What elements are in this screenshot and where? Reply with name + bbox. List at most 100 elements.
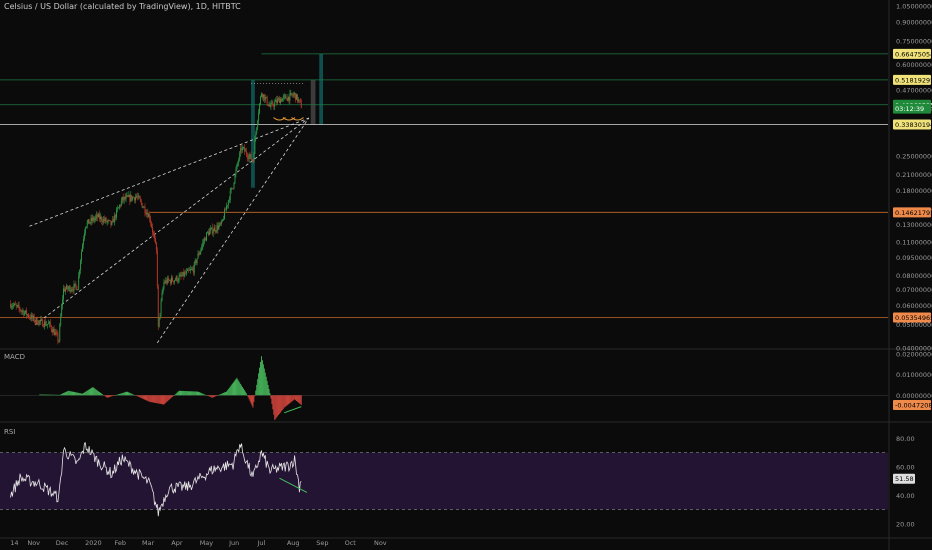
macd-bar xyxy=(234,380,236,396)
candle xyxy=(77,289,79,291)
macd-bar xyxy=(207,395,209,397)
macd-bar xyxy=(67,390,69,396)
price-badge xyxy=(893,312,931,323)
candle xyxy=(28,314,29,317)
macd-bar xyxy=(276,395,278,418)
macd-bar xyxy=(98,391,100,396)
macd-bar xyxy=(101,394,103,396)
candle xyxy=(277,99,279,103)
macd-bar xyxy=(263,368,265,396)
candle xyxy=(95,216,97,219)
candle xyxy=(82,239,84,245)
rsi-tick-label: 60.00 xyxy=(896,463,915,471)
macd-bar xyxy=(117,394,118,396)
candle xyxy=(161,292,163,301)
teal-box xyxy=(319,53,324,125)
candle xyxy=(244,150,246,152)
macd-bar xyxy=(281,395,283,411)
macd-bar xyxy=(47,394,48,396)
price-tick-label: 0.09500000 xyxy=(896,254,932,262)
macd-bar xyxy=(92,387,94,396)
macd-bar xyxy=(197,391,199,396)
price-badge xyxy=(893,207,931,218)
candle xyxy=(243,147,245,152)
candle xyxy=(12,305,14,307)
macd-bar xyxy=(171,395,172,398)
candle xyxy=(97,214,99,218)
candle xyxy=(112,218,114,222)
candle xyxy=(29,316,30,318)
macd-bar xyxy=(155,395,157,404)
macd-bar xyxy=(81,393,82,396)
macd-bar xyxy=(259,367,261,396)
candle xyxy=(288,96,290,101)
candle xyxy=(118,207,119,209)
candle xyxy=(159,313,161,318)
candle xyxy=(90,217,92,223)
macd-bar xyxy=(148,395,150,402)
macd-bar xyxy=(128,392,130,396)
macd-bar xyxy=(154,395,155,403)
macd-bar xyxy=(88,389,90,396)
macd-bar xyxy=(134,395,136,396)
candle xyxy=(279,99,281,104)
candle xyxy=(36,318,38,325)
candle xyxy=(119,205,121,206)
macd-bar xyxy=(156,395,158,404)
candle xyxy=(165,280,167,283)
candle xyxy=(164,281,166,283)
price-badge xyxy=(893,103,931,114)
macd-bar xyxy=(213,395,215,397)
candle xyxy=(35,318,37,322)
macd-bar xyxy=(245,393,247,396)
candle xyxy=(199,252,201,255)
candle xyxy=(37,324,39,326)
candle xyxy=(117,208,118,210)
macd-bar xyxy=(42,394,44,396)
macd-bar xyxy=(70,391,72,396)
candle xyxy=(64,289,66,292)
macd-bar xyxy=(111,395,113,397)
macd-bar xyxy=(216,395,218,396)
candle xyxy=(293,94,295,96)
macd-bar xyxy=(280,395,282,412)
candle xyxy=(295,93,297,100)
time-tick-label: Jul xyxy=(256,539,265,547)
macd-bar xyxy=(72,391,74,396)
macd-bar xyxy=(282,395,284,409)
macd-bar xyxy=(225,392,226,396)
macd-bar xyxy=(221,393,223,396)
macd-bar xyxy=(43,394,45,396)
pivot-arc xyxy=(291,117,304,121)
macd-bar xyxy=(165,395,167,403)
macd-bar xyxy=(250,395,252,404)
macd-bar xyxy=(224,392,225,396)
macd-bar xyxy=(275,395,277,419)
macd-bar xyxy=(222,393,224,396)
macd-bar xyxy=(62,393,64,396)
candle xyxy=(153,232,154,235)
macd-bar xyxy=(123,392,125,396)
macd-bar xyxy=(141,395,143,399)
macd-bar xyxy=(194,391,196,396)
macd-bar xyxy=(74,392,76,396)
candle xyxy=(287,96,289,101)
macd-bar xyxy=(172,395,173,397)
price-badge-label: 03:12:39 xyxy=(895,105,924,113)
candle xyxy=(30,314,32,319)
candle xyxy=(233,182,235,188)
macd-bar xyxy=(168,395,170,401)
macd-bar xyxy=(206,395,208,396)
candle xyxy=(11,306,12,308)
macd-bar xyxy=(254,395,256,397)
candle xyxy=(69,286,71,292)
candle xyxy=(61,305,63,317)
candle xyxy=(174,279,176,281)
macd-bar xyxy=(146,395,148,401)
candle xyxy=(50,325,52,330)
candle xyxy=(200,249,202,253)
macd-bar xyxy=(136,395,137,396)
candle xyxy=(198,253,200,255)
macd-bar xyxy=(262,364,264,396)
